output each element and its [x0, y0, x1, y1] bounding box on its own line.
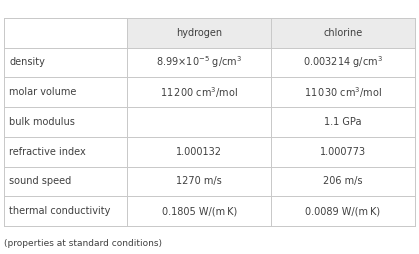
Text: thermal conductivity: thermal conductivity [9, 206, 111, 216]
Text: sound speed: sound speed [9, 177, 72, 186]
Bar [4, 196, 415, 226]
Text: bulk modulus: bulk modulus [9, 117, 75, 127]
Bar [127, 18, 271, 47]
Text: 206 m/s: 206 m/s [323, 177, 363, 186]
Bar [4, 47, 415, 77]
Bar [4, 77, 415, 107]
Text: 8.99$\times$10$^{-5}$ g/cm$^{3}$: 8.99$\times$10$^{-5}$ g/cm$^{3}$ [156, 55, 242, 70]
Bar [271, 18, 415, 47]
Text: chlorine: chlorine [323, 28, 362, 38]
Text: molar volume: molar volume [9, 87, 77, 97]
Text: 1.000773: 1.000773 [320, 147, 366, 157]
Text: refractive index: refractive index [9, 147, 86, 157]
Text: 0.0089 W/(m K): 0.0089 W/(m K) [305, 206, 380, 216]
Bar [4, 167, 415, 196]
Text: 1.000132: 1.000132 [176, 147, 222, 157]
Text: 0.1805 W/(m K): 0.1805 W/(m K) [162, 206, 237, 216]
Text: 11$\,$030 cm$^{3}$/mol: 11$\,$030 cm$^{3}$/mol [304, 85, 382, 100]
Text: (properties at standard conditions): (properties at standard conditions) [4, 239, 162, 248]
Text: 1270 m/s: 1270 m/s [176, 177, 222, 186]
Text: density: density [9, 57, 45, 67]
Text: 11$\,$200 cm$^{3}$/mol: 11$\,$200 cm$^{3}$/mol [160, 85, 238, 100]
Bar [4, 137, 415, 167]
Text: 1.1 GPa: 1.1 GPa [324, 117, 362, 127]
Text: hydrogen: hydrogen [176, 28, 222, 38]
Bar [4, 107, 415, 137]
Text: 0.003214 g/cm$^{3}$: 0.003214 g/cm$^{3}$ [303, 55, 383, 70]
